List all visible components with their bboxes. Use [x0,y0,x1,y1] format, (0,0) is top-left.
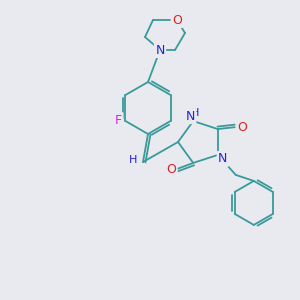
Text: H: H [129,155,137,165]
Text: H: H [191,108,200,118]
Text: O: O [237,121,247,134]
Text: N: N [155,44,165,56]
Text: N: N [185,110,195,123]
Text: N: N [218,152,227,165]
Text: F: F [115,113,122,127]
Text: O: O [172,14,182,26]
Text: O: O [166,164,176,176]
